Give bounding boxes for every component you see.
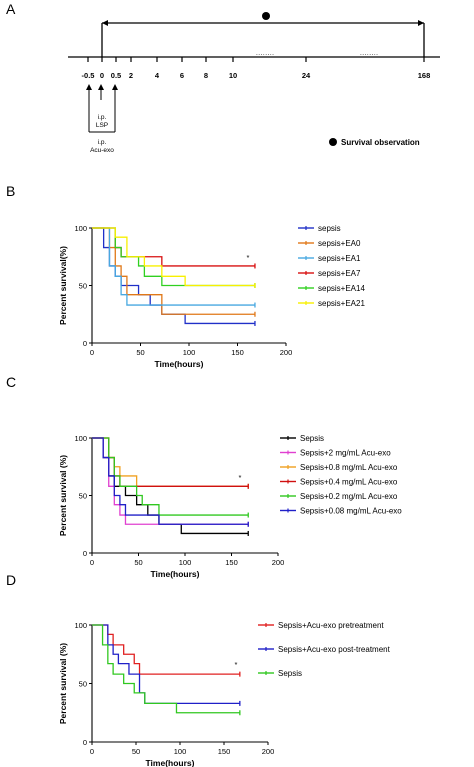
panel-a: A -0.5 0 0.5 2 4 6 8 10 24 168 ........ ........ … xyxy=(6,1,440,154)
x-tick-label: 50 xyxy=(136,348,144,357)
x-tick-label: 150 xyxy=(218,747,231,756)
x-tick-label: 200 xyxy=(280,348,293,357)
lsp-label-line-2: LSP xyxy=(96,122,108,129)
lsp-label-line-1: i.p. xyxy=(98,114,107,121)
x-axis-label: Time(hours) xyxy=(146,758,195,767)
survival-chart-b: 0 50 100 150 200 0 50 100 Time(hours) Percent sur… xyxy=(58,224,365,369)
timeline-tick-label: -0.5 xyxy=(82,71,95,80)
survival-curve-sepsis-0-08-mg-ml-acu-exo xyxy=(92,437,249,525)
y-tick-label: 100 xyxy=(74,621,87,630)
timeline-break-dots-1: ........ xyxy=(256,50,274,57)
survival-curve-sepsis-acu-exo-post-treatment xyxy=(92,624,240,705)
survival-chart-d: 0 50 100 150 200 0 50 100 Time(hours) Percent sur… xyxy=(58,621,391,767)
y-tick-label: 100 xyxy=(74,224,87,233)
survival-curve-sepsis-ea0 xyxy=(92,227,255,315)
legend-entry-label: sepsis+EA1 xyxy=(318,254,361,263)
x-tick-label: 150 xyxy=(225,558,238,567)
x-tick-label: 0 xyxy=(90,747,94,756)
y-tick-label: 50 xyxy=(79,680,87,689)
x-tick-label: 200 xyxy=(272,558,285,567)
timeline-tick-label: 6 xyxy=(180,71,184,80)
x-tick-label: 50 xyxy=(132,747,140,756)
significance-star: * xyxy=(239,473,242,482)
y-axis-label: Percent survival (%) xyxy=(58,643,68,724)
survival-curve-sepsis-acu-exo-pretreatment xyxy=(92,624,240,675)
survival-curve-sepsis-ea1 xyxy=(92,227,255,306)
x-tick-label: 50 xyxy=(134,558,142,567)
panel-letter-c: C xyxy=(6,374,16,390)
survival-legend-label: Survival observation xyxy=(341,138,420,147)
significance-star: * xyxy=(247,253,250,262)
timeline-tick-label: 2 xyxy=(129,71,133,80)
survival-curve-sepsis-ea21 xyxy=(92,227,255,287)
y-tick-label: 50 xyxy=(79,492,87,501)
legend-entry-label: Sepsis xyxy=(300,434,324,443)
timeline-tick-label: 24 xyxy=(302,71,311,80)
x-tick-label: 150 xyxy=(231,348,244,357)
legend-entry-label: sepsis+EA0 xyxy=(318,239,361,248)
timeline-tick-label: 0 xyxy=(100,71,104,80)
timeline-break-dots-2: ........ xyxy=(360,50,378,57)
x-axis-label: Time(hours) xyxy=(155,359,204,369)
x-tick-label: 200 xyxy=(262,747,275,756)
y-tick-label: 50 xyxy=(79,282,87,291)
bracket-arrow-right xyxy=(418,20,424,26)
timeline-tick-label: 0.5 xyxy=(111,71,121,80)
legend-entry-label: Sepsis+Acu-exo post-treatment xyxy=(278,645,391,654)
lsp-arrow-head xyxy=(98,84,104,90)
legend-entry-label: sepsis+EA7 xyxy=(318,269,361,278)
y-axis-label: Percent survival(%) xyxy=(58,246,68,325)
legend-entry-label: sepsis+EA14 xyxy=(318,284,365,293)
x-tick-label: 100 xyxy=(179,558,192,567)
legend-entry-label: Sepsis+0.2 mg/mL Acu-exo xyxy=(300,492,398,501)
survival-curve-sepsis-2-mg-ml-acu-exo xyxy=(92,437,249,525)
bracket-arrow-left xyxy=(102,20,108,26)
significance-star: * xyxy=(235,660,238,669)
timeline-tick-label: 168 xyxy=(418,71,431,80)
x-tick-label: 100 xyxy=(183,348,196,357)
y-tick-label: 0 xyxy=(83,339,87,348)
acu-arrow-head-left xyxy=(86,84,92,90)
survival-chart-c: 0 50 100 150 200 0 50 100 Time(hours) Percent sur… xyxy=(58,434,402,579)
timeline-tick-label: 4 xyxy=(155,71,160,80)
y-tick-label: 0 xyxy=(83,738,87,747)
timeline-tick-label: 8 xyxy=(204,71,208,80)
y-axis-label: Percent survival (%) xyxy=(58,455,68,536)
legend-entry-label: Sepsis+0.4 mg/mL Acu-exo xyxy=(300,478,398,487)
panel-letter-b: B xyxy=(6,183,15,199)
survival-curve-sepsis-0-8-mg-ml-acu-exo xyxy=(92,437,249,487)
survival-legend-marker xyxy=(329,138,337,146)
panel-letter-a: A xyxy=(6,1,16,17)
timeline-tick-label: 10 xyxy=(229,71,237,80)
y-tick-label: 0 xyxy=(83,549,87,558)
x-tick-label: 0 xyxy=(90,348,94,357)
legend-entry-label: Sepsis+0.08 mg/mL Acu-exo xyxy=(300,507,402,516)
x-tick-label: 0 xyxy=(90,558,94,567)
x-axis-label: Time(hours) xyxy=(151,569,200,579)
timeline-ticks: -0.5 0 0.5 2 4 6 8 10 24 168 xyxy=(82,57,431,80)
survival-curve-sepsis-0-4-mg-ml-acu-exo xyxy=(92,437,249,487)
legend-entry-label: Sepsis+0.8 mg/mL Acu-exo xyxy=(300,463,398,472)
acu-arrow-head-right xyxy=(112,84,118,90)
legend-entry-label: Sepsis+2 mg/mL Acu-exo xyxy=(300,449,391,458)
survival-curve-sepsis xyxy=(92,624,240,714)
legend-entry-label: sepsis xyxy=(318,224,341,233)
legend-entry-label: Sepsis xyxy=(278,669,302,678)
survival-observation-marker xyxy=(262,12,270,20)
acu-label-line-2: Acu-exo xyxy=(90,147,114,154)
panel-letter-d: D xyxy=(6,572,16,588)
x-tick-label: 100 xyxy=(174,747,187,756)
y-tick-label: 100 xyxy=(74,434,87,443)
legend-entry-label: Sepsis+Acu-exo pretreatment xyxy=(278,621,384,630)
survival-curve-sepsis-0-2-mg-ml-acu-exo xyxy=(92,437,249,516)
legend-entry-label: sepsis+EA21 xyxy=(318,299,365,308)
acu-label-line-1: i.p. xyxy=(98,139,107,146)
